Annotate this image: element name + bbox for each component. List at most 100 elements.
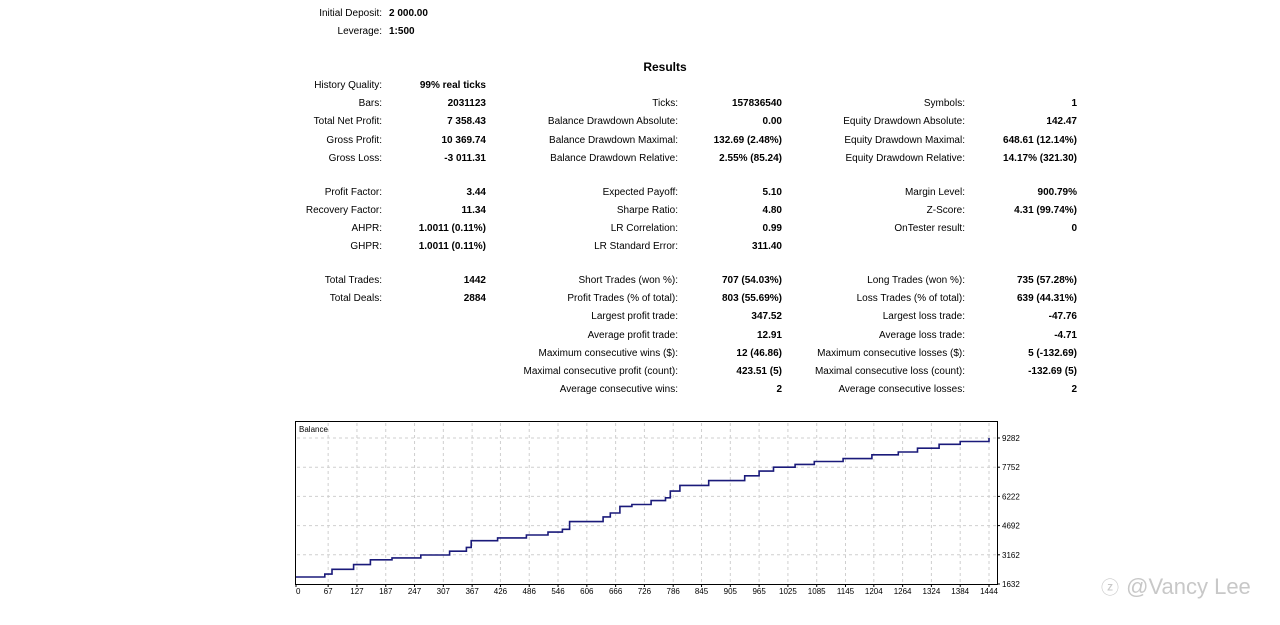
- total-trades-value: 1442: [463, 275, 486, 286]
- leverage-value: 1:500: [389, 26, 415, 37]
- y-tick-label: 4692: [1002, 522, 1020, 531]
- total-deals-label: Total Deals:: [329, 293, 382, 304]
- margin-level-label: Margin Level:: [904, 187, 965, 198]
- watermark-text: @Vancy Lee: [1126, 574, 1251, 599]
- maximal-consecutive-profit-label: Maximal consecutive profit (count):: [523, 366, 678, 377]
- average-consecutive-losses-label: Average consecutive losses:: [838, 384, 965, 395]
- recovery-factor-label: Recovery Factor:: [305, 205, 382, 216]
- expected-payoff-value: 5.10: [762, 187, 782, 198]
- margin-level-value: 900.79%: [1037, 187, 1077, 198]
- x-tick-label: 666: [609, 587, 623, 596]
- ahpr-value: 1.0011 (0.11%): [418, 223, 486, 234]
- x-tick-label: 1025: [779, 587, 797, 596]
- gross-loss-value: -3 011.31: [444, 153, 486, 164]
- y-tick-label: 6222: [1002, 492, 1020, 501]
- z-score-value: 4.31 (99.74%): [1014, 205, 1077, 216]
- x-tick-label: 307: [437, 587, 451, 596]
- total-net-profit-label: Total Net Profit:: [313, 116, 382, 127]
- lr-correlation-label: LR Correlation:: [610, 223, 678, 234]
- x-tick-label: 0: [296, 587, 301, 596]
- leverage-label: Leverage:: [337, 26, 382, 37]
- x-tick-label: 1145: [837, 587, 855, 596]
- history-quality-value: 99% real ticks: [419, 80, 486, 91]
- profit-factor-label: Profit Factor:: [324, 187, 382, 198]
- ticks-value: 157836540: [731, 98, 782, 109]
- largest-profit-trade-label: Largest profit trade:: [591, 311, 678, 322]
- x-tick-label: 486: [523, 587, 537, 596]
- x-tick-label: 1085: [808, 587, 826, 596]
- average-consecutive-losses-value: 2: [1071, 384, 1077, 395]
- x-tick-label: 965: [752, 587, 766, 596]
- loss-trades-value: 639 (44.31%): [1016, 293, 1077, 304]
- x-tick-label: 546: [551, 587, 565, 596]
- chart-series-layer: [296, 438, 990, 578]
- average-consecutive-wins-label: Average consecutive wins:: [559, 384, 678, 395]
- x-tick-label: 426: [494, 587, 508, 596]
- chart-title: Balance: [299, 425, 328, 434]
- x-tick-label: 187: [379, 587, 393, 596]
- profit-factor-value: 3.44: [466, 187, 486, 198]
- chart-frame: [295, 421, 998, 585]
- equity-dd-absolute-value: 142.47: [1046, 116, 1077, 127]
- equity-dd-maximal-label: Equity Drawdown Maximal:: [844, 135, 965, 146]
- max-consecutive-losses-label: Maximum consecutive losses ($):: [817, 348, 965, 359]
- ontester-result-label: OnTester result:: [894, 223, 965, 234]
- y-tick-label: 3162: [1002, 551, 1020, 560]
- maximal-consecutive-loss-label: Maximal consecutive loss (count):: [814, 366, 965, 377]
- maximal-consecutive-profit-value: 423.51 (5): [736, 366, 782, 377]
- initial-deposit-label: Initial Deposit:: [319, 8, 382, 19]
- gross-profit-value: 10 369.74: [441, 135, 487, 146]
- x-tick-label: 1384: [951, 587, 969, 596]
- ontester-result-value: 0: [1071, 223, 1077, 234]
- x-tick-label: 127: [350, 587, 364, 596]
- max-consecutive-wins-label: Maximum consecutive wins ($):: [538, 348, 678, 359]
- average-profit-trade-label: Average profit trade:: [587, 330, 678, 341]
- average-loss-trade-label: Average loss trade:: [879, 330, 965, 341]
- x-tick-label: 905: [724, 587, 738, 596]
- total-net-profit-value: 7 358.43: [447, 116, 486, 127]
- lr-standard-error-value: 311.40: [751, 241, 782, 252]
- loss-trades-label: Loss Trades (% of total):: [856, 293, 965, 304]
- x-tick-label: 1204: [865, 587, 883, 596]
- balance-dd-absolute-value: 0.00: [762, 116, 782, 127]
- x-tick-label: 67: [324, 587, 333, 596]
- short-trades-label: Short Trades (won %):: [578, 275, 678, 286]
- average-profit-trade-value: 12.91: [756, 330, 782, 341]
- lr-correlation-value: 0.99: [762, 223, 782, 234]
- x-tick-label: 1444: [980, 587, 998, 596]
- x-tick-label: 1324: [923, 587, 941, 596]
- balance-dd-relative-value: 2.55% (85.24): [719, 153, 782, 164]
- average-loss-trade-value: -4.71: [1054, 330, 1077, 341]
- y-tick-label: 9282: [1002, 434, 1020, 443]
- total-deals-value: 2884: [463, 293, 486, 304]
- gross-loss-label: Gross Loss:: [328, 153, 382, 164]
- equity-dd-relative-label: Equity Drawdown Relative:: [845, 153, 966, 164]
- bars-value: 2031123: [447, 98, 486, 109]
- largest-loss-trade-value: -47.76: [1048, 311, 1077, 322]
- x-tick-label: 1264: [894, 587, 912, 596]
- zhihu-logo-icon: ⓩ: [1101, 578, 1119, 598]
- max-consecutive-wins-value: 12 (46.86): [736, 348, 782, 359]
- recovery-factor-value: 11.34: [461, 205, 486, 216]
- x-tick-label: 726: [638, 587, 652, 596]
- symbols-label: Symbols:: [923, 98, 965, 109]
- max-consecutive-losses-value: 5 (-132.69): [1028, 348, 1077, 359]
- balance-dd-maximal-label: Balance Drawdown Maximal:: [549, 135, 678, 146]
- initial-deposit-value: 2 000.00: [389, 8, 428, 19]
- equity-dd-maximal-value: 648.61 (12.14%): [1003, 135, 1077, 146]
- lr-standard-error-label: LR Standard Error:: [594, 241, 678, 252]
- gross-profit-label: Gross Profit:: [326, 135, 382, 146]
- x-tick-label: 845: [695, 587, 709, 596]
- y-axis-ticks: 1632 3162 4692 6222 7752 9282: [997, 434, 1020, 589]
- x-tick-label: 786: [667, 587, 681, 596]
- results-heading: Results: [643, 60, 687, 74]
- balance-dd-relative-label: Balance Drawdown Relative:: [550, 153, 678, 164]
- average-consecutive-wins-value: 2: [776, 384, 782, 395]
- expected-payoff-label: Expected Payoff:: [602, 187, 678, 198]
- bars-label: Bars:: [358, 98, 382, 109]
- sharpe-ratio-value: 4.80: [762, 205, 782, 216]
- balance-dd-absolute-label: Balance Drawdown Absolute:: [547, 116, 678, 127]
- history-quality-label: History Quality:: [314, 80, 382, 91]
- chart-grid: [297, 423, 997, 584]
- largest-loss-trade-label: Largest loss trade:: [882, 311, 965, 322]
